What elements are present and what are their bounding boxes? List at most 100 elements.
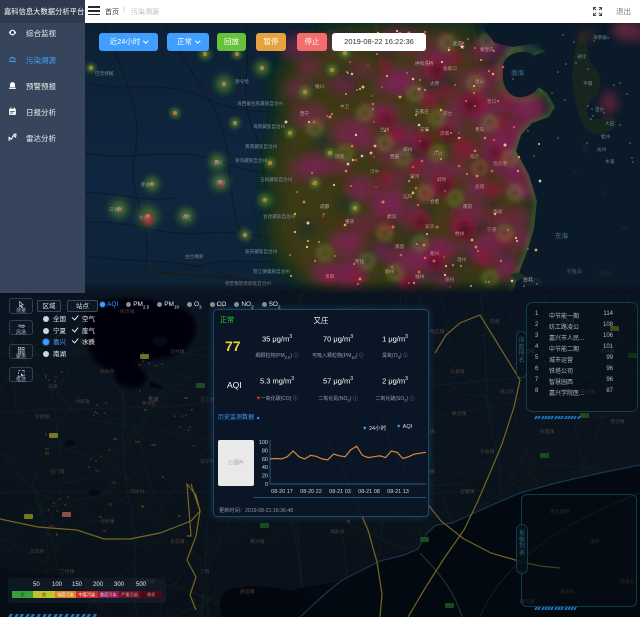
- svg-text:秀洲区: 秀洲区: [142, 400, 157, 407]
- svg-text:郑州: 郑州: [403, 146, 413, 153]
- svg-text:渤海: 渤海: [511, 68, 525, 77]
- svg-text:黄南藏族自治州: 黄南藏族自治州: [245, 143, 278, 150]
- svg-text:丁桥: 丁桥: [200, 568, 210, 575]
- svg-text:怒江傈僳族自治州: 怒江傈僳族自治州: [253, 268, 290, 275]
- svg-text:0: 0: [265, 482, 268, 488]
- svg-text:盐官镇: 盐官镇: [240, 588, 255, 595]
- svg-text:玉树: 玉树: [213, 159, 223, 166]
- svg-text:海湾: 海湾: [590, 538, 600, 545]
- svg-text:唐山: 唐山: [475, 78, 485, 85]
- svg-text:木浦: 木浦: [605, 158, 615, 165]
- svg-text:石门镇: 石门镇: [50, 468, 65, 475]
- svg-text:临沂: 临沂: [470, 153, 480, 160]
- svg-text:太原: 太原: [430, 80, 440, 87]
- svg-text:中卫: 中卫: [340, 103, 350, 110]
- svg-text:拉萨: 拉萨: [139, 214, 149, 221]
- svg-text:信阳: 信阳: [403, 193, 413, 200]
- svg-text:杭州: 杭州: [455, 230, 465, 237]
- svg-text:连云港: 连云港: [493, 160, 507, 167]
- svg-text:西塘: 西塘: [490, 318, 500, 325]
- svg-text:天凝镇: 天凝镇: [450, 368, 465, 375]
- svg-text:温州: 温州: [457, 256, 467, 263]
- svg-text:60: 60: [262, 457, 268, 463]
- svg-text:德令哈: 德令哈: [235, 78, 249, 85]
- svg-text:赣州: 赣州: [385, 268, 395, 275]
- svg-text:安阳: 安阳: [420, 126, 430, 133]
- svg-text:陇南: 陇南: [335, 153, 345, 160]
- svg-text:西宁: 西宁: [300, 110, 310, 117]
- svg-text:80: 80: [262, 448, 268, 454]
- svg-text:崇福镇: 崇福镇: [35, 413, 50, 420]
- svg-text:漯河: 漯河: [410, 173, 420, 179]
- svg-text:海南藏族自治州: 海南藏族自治州: [253, 123, 286, 130]
- svg-text:吕巷镇: 吕巷镇: [560, 318, 575, 325]
- svg-text:许村镇: 许村镇: [100, 518, 115, 525]
- svg-text:宁波: 宁波: [487, 226, 497, 233]
- svg-text:邢台: 邢台: [443, 110, 453, 117]
- svg-text:南通: 南通: [493, 208, 503, 215]
- svg-text:40: 40: [262, 465, 268, 471]
- svg-text:重庆: 重庆: [345, 218, 355, 225]
- svg-text:光州: 光州: [597, 146, 607, 153]
- svg-text:南浔区: 南浔区: [80, 338, 95, 345]
- svg-text:练市镇: 练市镇: [120, 308, 135, 315]
- svg-text:新市镇: 新市镇: [210, 302, 225, 309]
- svg-text:陶庄镇: 陶庄镇: [430, 328, 445, 335]
- svg-text:呼和浩特: 呼和浩特: [415, 60, 434, 67]
- svg-text:袁花镇: 袁花镇: [170, 538, 185, 545]
- svg-text:武汉: 武汉: [387, 213, 397, 220]
- svg-text:全塘镇: 全塘镇: [460, 488, 475, 495]
- svg-text:甘孜藏族自治州: 甘孜藏族自治州: [263, 213, 296, 220]
- svg-text:汉中: 汉中: [370, 168, 380, 175]
- svg-text:黄湾镇: 黄湾镇: [250, 538, 265, 545]
- svg-text:海西蒙古族藏族自治州: 海西蒙古族藏族自治州: [237, 100, 283, 107]
- svg-text:★: ★: [459, 43, 465, 51]
- svg-text:林芝: 林芝: [182, 214, 192, 221]
- svg-text:南京: 南京: [463, 203, 473, 210]
- svg-text:漕泾镇: 漕泾镇: [610, 418, 625, 425]
- svg-text:郊尚村: 郊尚村: [130, 488, 145, 495]
- svg-text:怀化: 怀化: [355, 258, 365, 265]
- svg-text:蚌埠: 蚌埠: [437, 176, 447, 183]
- svg-text:青岛: 青岛: [475, 126, 485, 133]
- svg-text:张家口: 张家口: [443, 65, 457, 72]
- svg-text:贵阳: 贵阳: [325, 273, 335, 280]
- svg-text:洲泉镇: 洲泉镇: [75, 398, 90, 405]
- svg-text:衢州: 衢州: [430, 250, 440, 257]
- svg-text:双林镇: 双林镇: [170, 348, 185, 355]
- svg-text:泉州: 泉州: [445, 276, 455, 282]
- svg-text:台北: 台北: [523, 276, 533, 283]
- svg-text:高阳桥: 高阳桥: [30, 548, 45, 555]
- svg-text:王江泾镇: 王江泾镇: [200, 396, 219, 403]
- svg-text:观海卫: 观海卫: [620, 578, 635, 585]
- svg-text:石家庄: 石家庄: [415, 108, 429, 115]
- svg-text:08-20 17: 08-20 17: [271, 489, 293, 495]
- svg-text:首尔: 首尔: [595, 106, 605, 113]
- svg-text:桐乡市: 桐乡市: [100, 368, 115, 375]
- svg-text:昌都: 昌都: [216, 180, 226, 186]
- svg-text:亭林镇: 亭林镇: [600, 348, 615, 355]
- svg-text:海参崴: 海参崴: [593, 34, 607, 41]
- svg-text:平壤: 平壤: [583, 80, 593, 87]
- svg-text:银川: 银川: [315, 83, 325, 90]
- svg-text:盐城: 盐城: [475, 183, 485, 190]
- svg-text:08-21 03: 08-21 03: [329, 489, 351, 495]
- svg-text:20: 20: [262, 474, 268, 480]
- svg-text:安庆: 安庆: [425, 223, 435, 230]
- svg-text:全州: 全州: [601, 133, 611, 139]
- svg-text:海宁市: 海宁市: [200, 458, 215, 465]
- svg-text:开封: 开封: [433, 150, 443, 157]
- svg-text:干窑镇: 干窑镇: [480, 448, 495, 455]
- svg-text:海盐县: 海盐县: [330, 528, 345, 535]
- svg-text:08-21 13: 08-21 13: [387, 489, 409, 495]
- svg-text:钓鱼岛: 钓鱼岛: [567, 268, 582, 275]
- svg-text:枫南镇: 枫南镇: [520, 348, 535, 355]
- svg-text:迪庆藏族自治州: 迪庆藏族自治州: [245, 248, 278, 255]
- svg-text:庵东镇: 庵东镇: [520, 598, 535, 605]
- svg-text:乌镇: 乌镇: [48, 383, 58, 390]
- svg-text:日喀则: 日喀则: [109, 206, 123, 213]
- svg-text:合肥: 合肥: [430, 198, 440, 205]
- svg-text:100: 100: [259, 440, 268, 446]
- svg-text:慈溪市: 慈溪市: [560, 588, 575, 595]
- svg-text:巴音郭楞: 巴音郭楞: [95, 70, 114, 77]
